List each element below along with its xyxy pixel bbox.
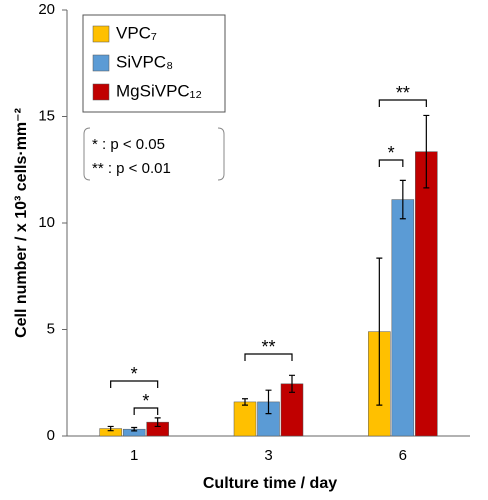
error-bar — [107, 425, 114, 432]
x-tick-label: 3 — [264, 447, 272, 464]
error-bar — [154, 417, 161, 428]
legend-label: SiVPC₈ — [116, 52, 173, 71]
significance-bracket — [378, 159, 404, 167]
significance-bracket — [110, 380, 159, 388]
significance-label: * — [131, 364, 138, 384]
note: ** : p < 0.01 — [92, 160, 171, 177]
significance-label: * — [142, 391, 149, 411]
note: * : p < 0.05 — [92, 136, 165, 153]
bar — [391, 199, 415, 437]
bar — [233, 401, 257, 437]
x-axis-label: Culture time / day — [203, 475, 337, 492]
x-tick-label: 1 — [130, 447, 138, 464]
x-tick-label: 6 — [399, 447, 407, 464]
legend-label: VPC₇ — [116, 23, 157, 42]
significance-bracket — [378, 99, 427, 107]
bar — [415, 151, 438, 437]
significance-bracket — [133, 407, 159, 415]
legend-swatch — [92, 25, 110, 43]
legend-label: MgSiVPC₁₂ — [116, 81, 202, 100]
note-bracket — [83, 127, 225, 181]
error-bar — [423, 114, 430, 189]
significance-label: ** — [396, 83, 410, 103]
y-axis-label: Cell number / x 10³ cells·mm⁻² — [13, 108, 30, 338]
y-tick-label: 5 — [47, 320, 55, 337]
significance-label: * — [388, 143, 395, 163]
error-bar — [399, 179, 406, 220]
legend-swatch — [92, 83, 110, 101]
error-bar — [265, 389, 272, 415]
significance-bracket — [244, 353, 293, 361]
error-bar — [131, 426, 138, 432]
significance-label: ** — [261, 337, 275, 357]
error-bar — [289, 374, 295, 393]
legend-swatch — [92, 54, 110, 72]
y-tick-label: 0 — [47, 427, 55, 444]
error-bar — [376, 257, 383, 406]
y-tick-label: 15 — [38, 107, 55, 124]
error-bar — [242, 398, 248, 406]
y-tick-label: 10 — [38, 214, 55, 231]
y-tick-label: 20 — [38, 1, 55, 18]
